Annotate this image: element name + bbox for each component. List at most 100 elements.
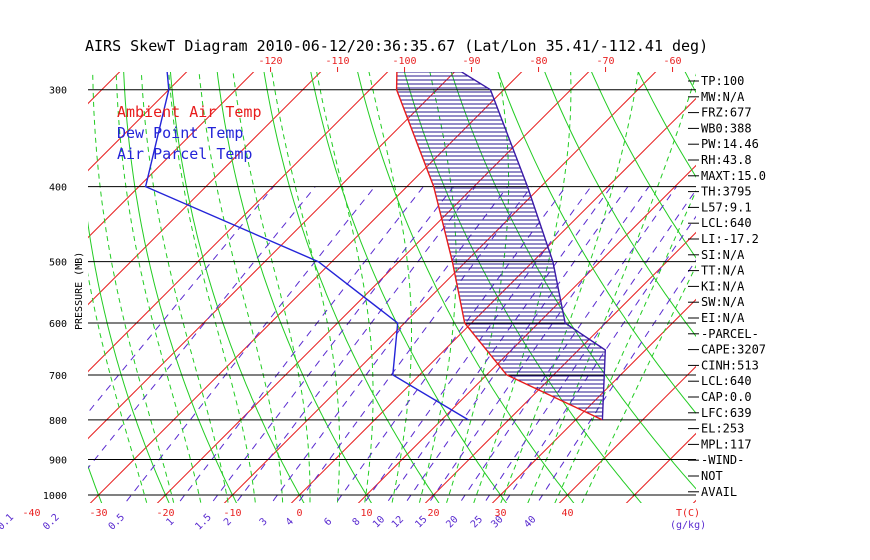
stability-index-label: RH:43.8 xyxy=(701,153,752,167)
mixing-ratio-line xyxy=(124,186,376,503)
stability-index-label: WB0:388 xyxy=(701,121,752,135)
isotherm-line xyxy=(89,72,523,503)
mixing-ratio-label: 40 xyxy=(522,514,538,530)
stability-index-label: KI:N/A xyxy=(701,279,745,293)
dry-adiabat-line xyxy=(310,72,507,503)
isotherm-line xyxy=(88,72,456,440)
mixing-ratio-label: 1.5 xyxy=(193,512,214,533)
stability-index-label: -WIND- xyxy=(701,453,744,467)
dry-adiabat-line xyxy=(0,0,65,511)
stability-index-label: CAP:0.0 xyxy=(701,390,752,404)
stability-index-label: LFC:639 xyxy=(701,406,752,420)
y-axis-label: PRESSURE (MB) xyxy=(74,252,85,330)
dry-adiabat-line xyxy=(357,72,575,503)
x-axis-label-temperature: T(C) xyxy=(676,508,700,519)
bottom-temp-tick-label: 30 xyxy=(494,508,506,519)
dry-adiabat-line xyxy=(263,72,440,503)
mixing-ratio-line xyxy=(386,186,612,503)
mixing-ratio-line xyxy=(88,186,316,469)
bottom-temp-tick-label: -40 xyxy=(22,508,40,519)
bottom-temp-tick-label: 20 xyxy=(427,508,439,519)
bottom-temp-tick-label: -10 xyxy=(223,508,241,519)
dry-adiabat-line xyxy=(450,72,696,490)
mixing-ratio-label: 0.1 xyxy=(0,512,16,533)
pressure-axis: 1002003004005006007008009001000 xyxy=(43,86,67,502)
pressure-tick-label: 900 xyxy=(49,456,67,467)
isotherm-line xyxy=(156,72,590,503)
mixing-ratio-line xyxy=(235,186,476,503)
moist-adiabat-line xyxy=(88,272,148,503)
moist-adiabat-line xyxy=(168,72,256,503)
stability-index-label: MW:N/A xyxy=(701,90,745,104)
stability-index-label: EL:253 xyxy=(701,422,744,436)
moist-adiabat-line xyxy=(581,264,696,503)
mixing-ratio-line xyxy=(483,189,696,503)
stability-index-label: NOT xyxy=(701,469,723,483)
stability-index-label: SW:N/A xyxy=(701,295,745,309)
mixing-ratio-line xyxy=(363,186,592,503)
ambient-temp-line xyxy=(395,72,603,421)
mixing-ratio-label: 12 xyxy=(390,514,406,530)
top-temp-tick-label: -100 xyxy=(393,56,417,67)
dewpoint-line xyxy=(144,72,469,421)
isotherm-line xyxy=(491,298,696,503)
isotherm-line xyxy=(290,97,696,503)
mixing-ratio-line xyxy=(536,259,696,503)
moist-adiabat-line xyxy=(554,189,696,503)
cape-hatch xyxy=(396,72,606,417)
moist-adiabat-line xyxy=(140,72,229,503)
top-temp-tick-label: -90 xyxy=(463,56,481,67)
isotherm-line xyxy=(88,72,389,373)
top-temp-tick-label: -120 xyxy=(259,56,283,67)
dry-adiabat-line xyxy=(123,72,238,503)
stability-index-label: LI:-17.2 xyxy=(701,232,759,246)
stability-index-label: TT:N/A xyxy=(701,264,745,278)
moist-adiabat-line xyxy=(232,72,311,503)
pressure-tick-label: 300 xyxy=(49,86,67,97)
isotherm-line xyxy=(88,72,322,306)
isotherm-line xyxy=(0,0,440,511)
top-temp-tick-label: -60 xyxy=(664,56,682,67)
stability-index-label: LCL:640 xyxy=(701,216,752,230)
bottom-temp-tick-label: -30 xyxy=(89,508,107,519)
mixing-ratio-label: 0.5 xyxy=(107,512,128,533)
dry-adiabat-line xyxy=(591,72,696,259)
mixing-ratio-label: 20 xyxy=(444,514,460,530)
isotherm-line xyxy=(88,72,121,105)
mixing-ratio-line xyxy=(211,186,454,503)
mixing-ratio-line xyxy=(177,186,424,503)
dry-adiabat-line xyxy=(739,0,870,511)
moist-adiabat-line xyxy=(368,72,412,503)
plot-area xyxy=(0,0,870,511)
stability-index-label: TH:3795 xyxy=(701,185,752,199)
dry-adiabat-line xyxy=(0,0,31,511)
mixing-ratio-line xyxy=(271,186,508,503)
mixing-ratio-label: 3 xyxy=(258,516,270,528)
x-axis-label-mixing-ratio: (g/kg) xyxy=(670,520,706,531)
bottom-temp-tick-label: 40 xyxy=(561,508,573,519)
isotherm-line xyxy=(424,231,696,503)
sounding-series xyxy=(144,72,607,421)
isotherm-line xyxy=(88,72,255,239)
stability-index-label: TP:100 xyxy=(701,74,744,88)
isotherm-line xyxy=(223,72,657,503)
mixing-ratio-line xyxy=(335,186,567,503)
bottom-temp-tick-label: 0 xyxy=(296,508,302,519)
bottom-temp-tick-label: -20 xyxy=(156,508,174,519)
stability-index-label: MAXT:15.0 xyxy=(701,169,766,183)
dry-adiabat-line xyxy=(772,0,870,511)
mixing-ratio-line xyxy=(404,186,629,503)
isotherm-line xyxy=(88,72,188,172)
mixing-ratio-label: 10 xyxy=(371,514,387,530)
bottom-temp-tick-label: 10 xyxy=(360,508,372,519)
legend: Ambient Air Temp Dew Point Temp Air Parcel… xyxy=(117,103,262,163)
stability-index-label: EI:N/A xyxy=(701,311,745,325)
chart-title: AIRS SkewT Diagram 2010-06-12/20:36:35.6… xyxy=(85,37,708,55)
isotherm-line xyxy=(357,164,696,503)
top-temperature-axis: -120 -110 -100 -90 -80 -70 -60 xyxy=(259,56,682,72)
dry-adiabat-line xyxy=(840,0,870,511)
stability-index-label: MPL:117 xyxy=(701,437,752,451)
parcel-temp-line xyxy=(460,72,607,420)
moist-adiabat-line xyxy=(473,72,572,503)
legend-entry: Dew Point Temp xyxy=(117,124,243,142)
